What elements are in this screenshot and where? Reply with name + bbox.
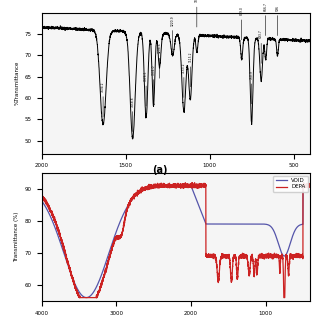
VOID (40, 199, 44, 203)
Text: 1076.3: 1076.3 (195, 0, 199, 2)
VOID (89, 294, 92, 298)
Text: 1334.0: 1334.0 (151, 64, 156, 75)
VOID (261, 222, 265, 226)
DEPA (261, 253, 265, 257)
DEPA (240, 254, 244, 258)
DEPA (40, 196, 44, 200)
Text: 1220.9: 1220.9 (171, 15, 175, 26)
Y-axis label: %Transmittance: %Transmittance (14, 61, 19, 105)
X-axis label: Wavenumbers (cm-1): Wavenumbers (cm-1) (142, 174, 210, 179)
Text: 596: 596 (276, 5, 279, 11)
VOID (201, 214, 205, 218)
Legend: VOID, DEPA: VOID, DEPA (273, 176, 308, 192)
Line: VOID: VOID (42, 186, 310, 298)
Text: 1153.2: 1153.2 (182, 62, 186, 73)
VOID (84, 296, 88, 300)
VOID (189, 184, 193, 188)
VOID (308, 184, 312, 188)
DEPA (201, 185, 205, 188)
DEPA (215, 261, 219, 265)
Text: 1298.6: 1298.6 (157, 43, 162, 53)
DEPA (190, 181, 194, 185)
Text: 666.7: 666.7 (264, 2, 268, 11)
Text: 809.0: 809.0 (240, 6, 244, 15)
VOID (215, 222, 219, 226)
Text: 1458.8: 1458.8 (131, 96, 135, 107)
DEPA (308, 182, 312, 186)
Text: (a): (a) (152, 165, 168, 175)
DEPA (142, 186, 146, 189)
DEPA (77, 296, 81, 300)
Y-axis label: Transmittance (%): Transmittance (%) (14, 212, 19, 262)
Text: 693.7: 693.7 (259, 30, 263, 38)
VOID (240, 222, 244, 226)
VOID (142, 188, 146, 191)
DEPA (89, 296, 92, 300)
Text: 1378.5: 1378.5 (144, 71, 148, 81)
Line: DEPA: DEPA (42, 183, 310, 298)
Text: 1115.2: 1115.2 (188, 52, 192, 62)
Text: 750.9: 750.9 (250, 70, 253, 79)
Text: 1634.2: 1634.2 (101, 81, 105, 92)
